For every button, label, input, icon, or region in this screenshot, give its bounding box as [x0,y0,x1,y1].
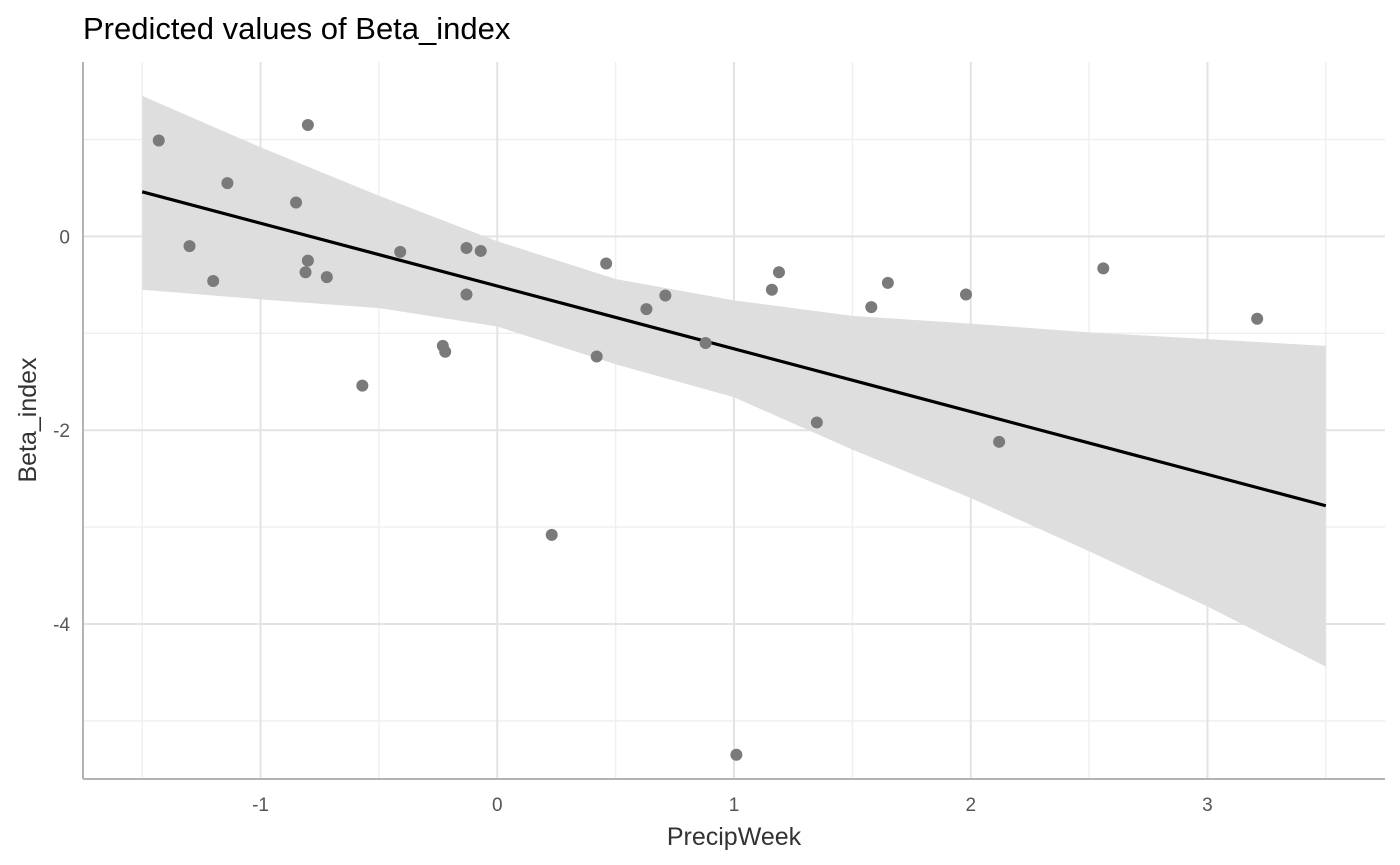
data-point [659,289,672,302]
data-point [1251,312,1264,325]
x-tick-label: -1 [252,795,269,816]
y-axis-title: Beta_index [14,357,42,483]
x-tick-label: 3 [1202,795,1213,816]
data-point [221,177,234,190]
data-point [881,276,894,289]
data-point [301,254,314,267]
data-points [152,118,1264,761]
confidence-band-area [142,95,1326,667]
data-point [865,301,878,314]
data-point [299,266,312,279]
data-point [394,245,407,258]
data-point [600,257,613,270]
data-point [699,336,712,349]
data-point [545,528,558,541]
data-point [590,350,603,363]
y-tick-label: -2 [53,421,70,442]
data-point [301,118,314,131]
axes [82,62,1385,780]
data-point [460,288,473,301]
confidence-band [142,95,1326,667]
data-point [356,379,369,392]
data-point [1097,262,1110,275]
data-point [640,303,653,316]
data-point [474,244,487,257]
y-tick-label: 0 [59,227,70,248]
data-point [207,274,220,287]
data-point [730,748,743,761]
data-point [183,240,196,253]
x-tick-label: 0 [492,795,503,816]
chart-title: Predicted values of Beta_index [83,11,511,46]
x-axis-title: PrecipWeek [667,823,802,851]
x-tick-label: 1 [729,795,740,816]
x-tick-labels: -1 0 1 2 3 [252,795,1213,816]
data-point [959,288,972,301]
x-tick-label: 2 [965,795,976,816]
data-point [810,416,823,429]
regression-line-group [141,190,1327,508]
data-point [460,242,473,255]
y-tick-label: -4 [53,615,70,636]
data-point [290,196,303,209]
y-tick-labels: 0 -2 -4 [53,227,70,636]
data-point [320,271,333,284]
data-point [993,435,1006,448]
data-point [772,266,785,279]
data-point [765,283,778,296]
regression-line [141,190,1327,508]
data-point [439,345,452,358]
data-point [152,134,165,147]
